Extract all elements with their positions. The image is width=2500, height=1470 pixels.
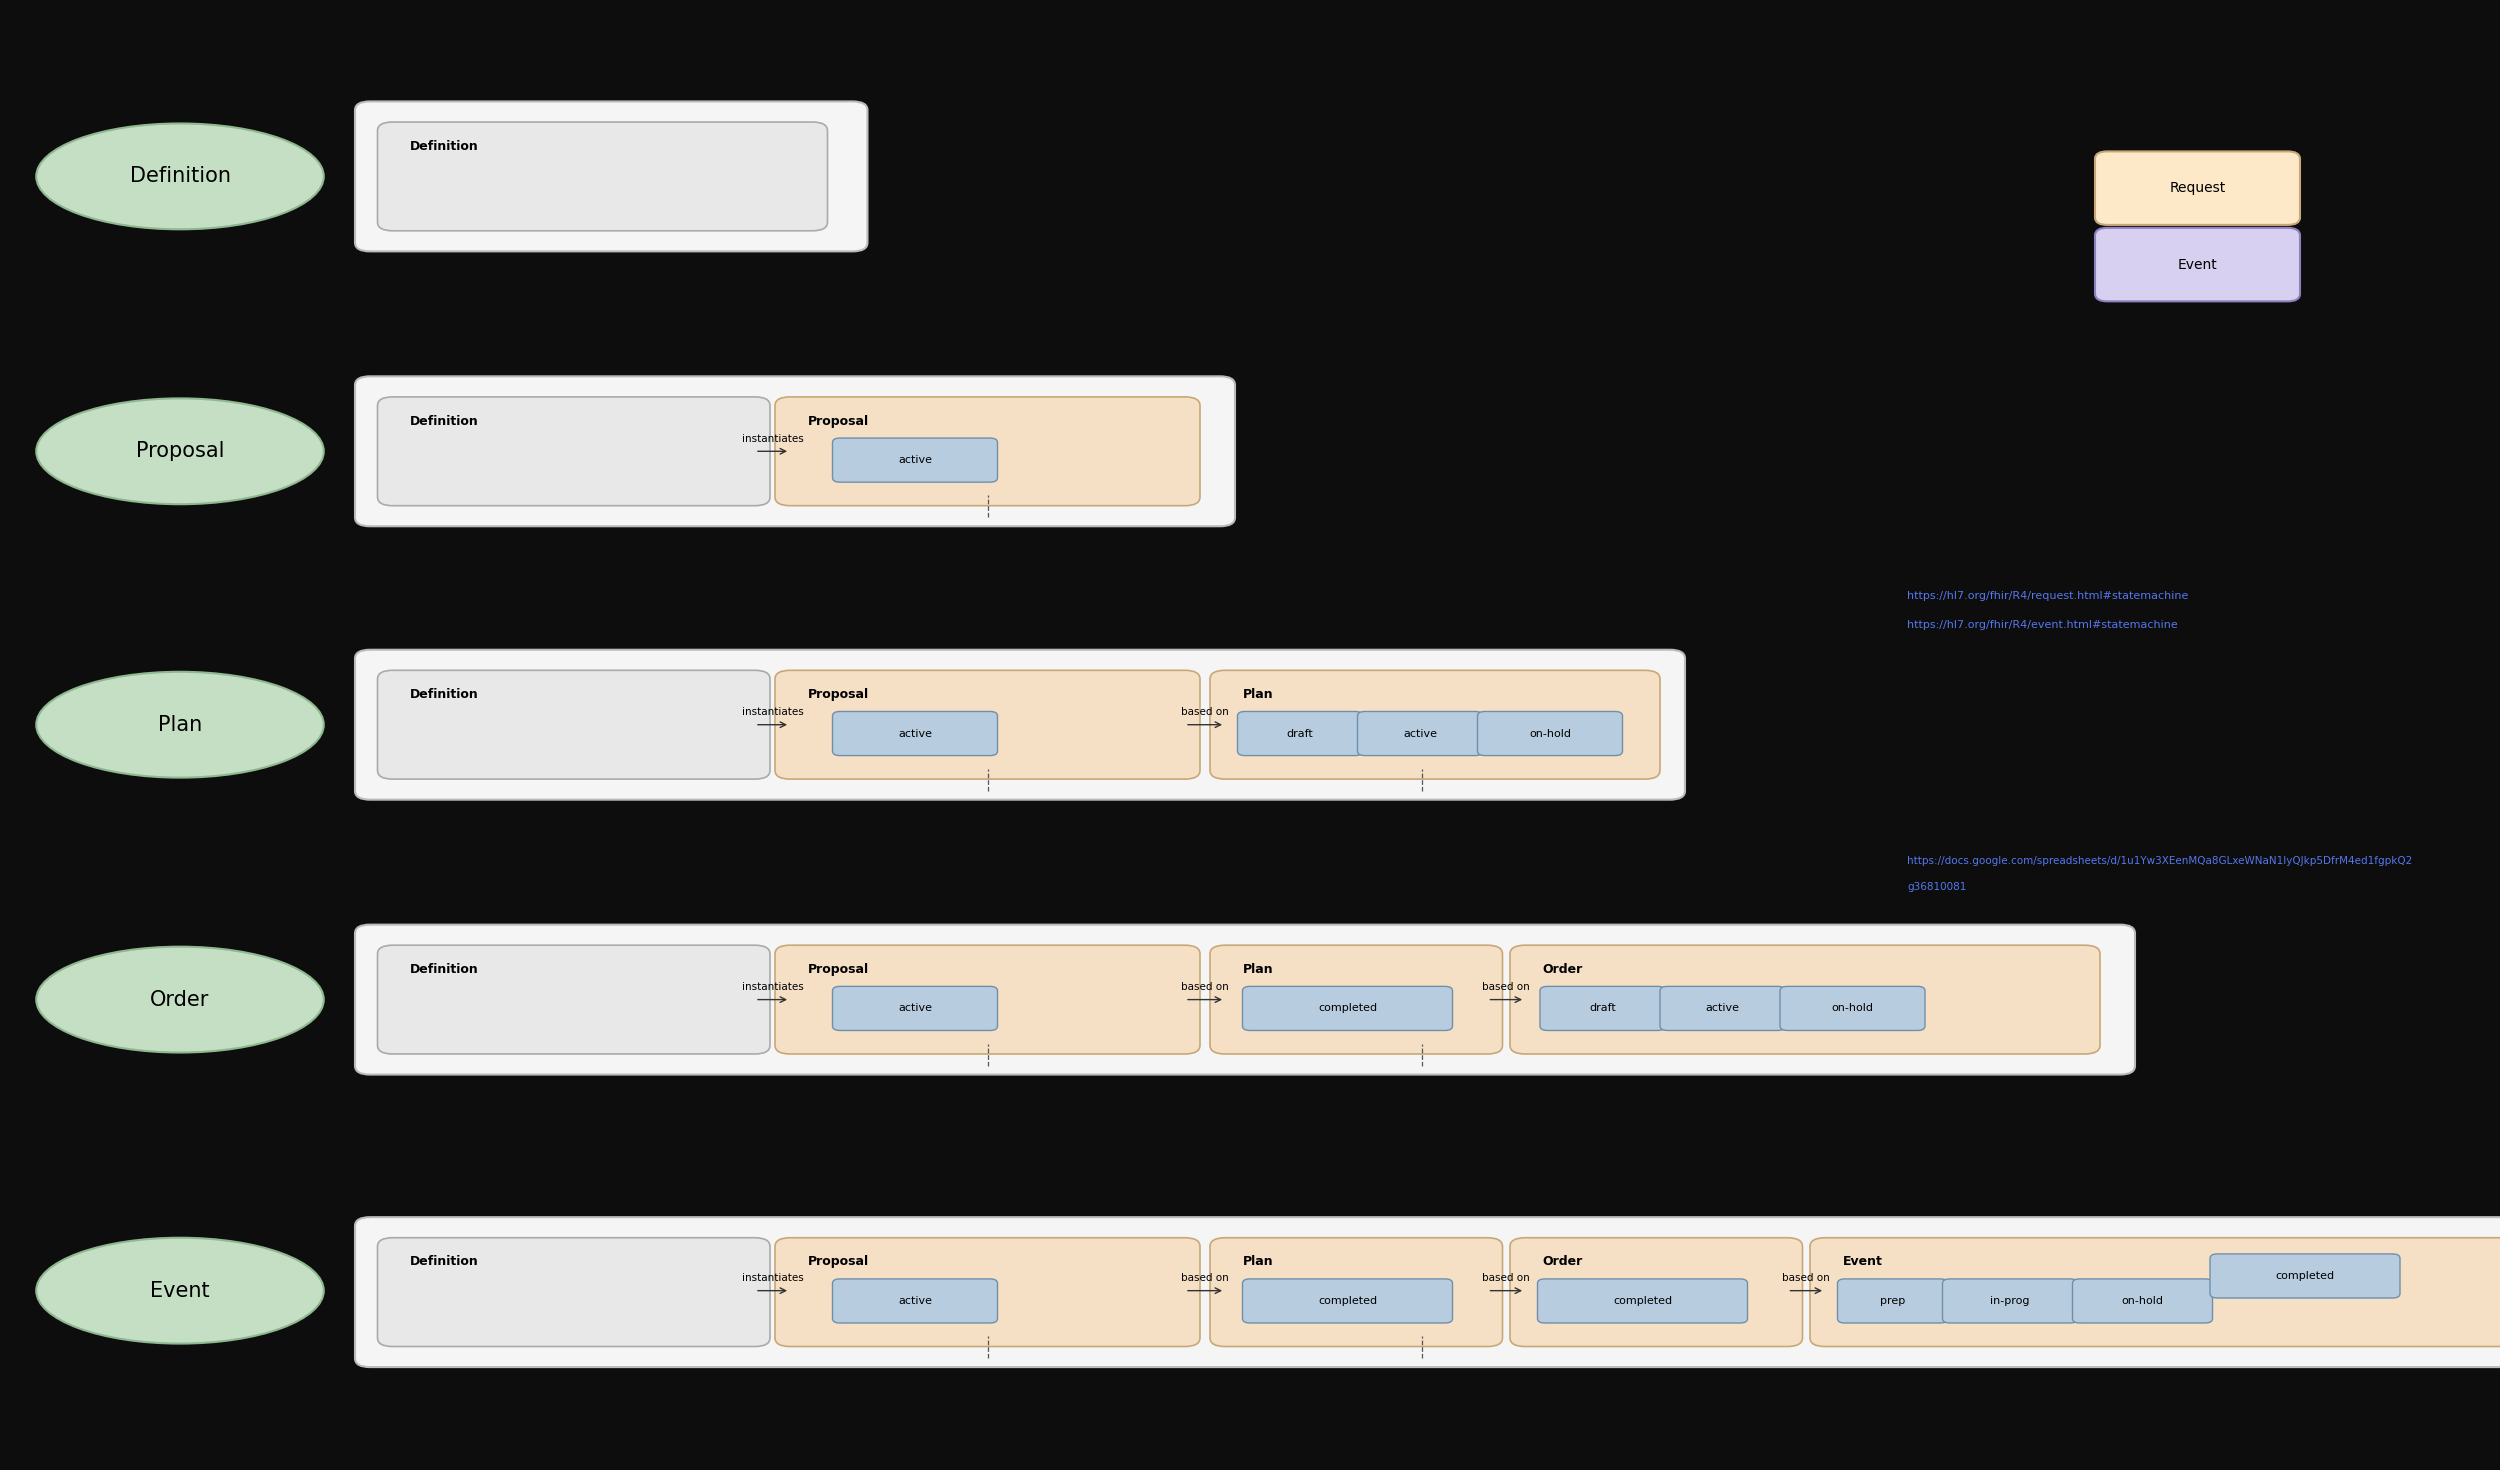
FancyBboxPatch shape [1540,986,1665,1030]
FancyBboxPatch shape [378,945,770,1054]
FancyBboxPatch shape [1210,945,1502,1054]
Text: instantiates: instantiates [742,1273,802,1283]
Text: Proposal: Proposal [808,415,867,428]
Text: Event: Event [2178,257,2218,272]
Text: based on: based on [1180,707,1230,717]
FancyBboxPatch shape [355,1217,2500,1367]
Text: Proposal: Proposal [808,1255,867,1269]
FancyBboxPatch shape [1238,711,1362,756]
Text: on-hold: on-hold [1832,1004,1872,1013]
FancyBboxPatch shape [832,986,998,1030]
Text: g36810081: g36810081 [1908,882,1968,892]
FancyBboxPatch shape [378,397,770,506]
FancyBboxPatch shape [2210,1254,2400,1298]
Text: Definition: Definition [410,1255,480,1269]
FancyBboxPatch shape [378,670,770,779]
Ellipse shape [35,398,325,504]
FancyBboxPatch shape [378,1238,770,1347]
Text: Event: Event [1842,1255,1882,1269]
FancyBboxPatch shape [832,438,998,482]
Text: on-hold: on-hold [2122,1297,2162,1305]
Text: based on: based on [1180,982,1230,992]
FancyBboxPatch shape [1660,986,1785,1030]
Text: Definition: Definition [410,963,480,976]
Text: active: active [898,1004,932,1013]
FancyBboxPatch shape [1242,986,1452,1030]
FancyBboxPatch shape [1810,1238,2500,1347]
Text: Proposal: Proposal [135,441,225,462]
Text: Proposal: Proposal [808,963,867,976]
Text: Event: Event [150,1280,210,1301]
Text: Request: Request [2170,181,2225,196]
FancyBboxPatch shape [1478,711,1623,756]
FancyBboxPatch shape [1358,711,1482,756]
Text: based on: based on [1482,1273,1530,1283]
Text: Definition: Definition [410,415,480,428]
Text: prep: prep [1880,1297,1905,1305]
FancyBboxPatch shape [355,101,868,251]
Text: active: active [898,729,932,738]
FancyBboxPatch shape [2072,1279,2212,1323]
Text: Plan: Plan [1242,688,1272,701]
Text: based on: based on [1482,982,1530,992]
FancyBboxPatch shape [1942,1279,2078,1323]
Text: Plan: Plan [158,714,202,735]
Text: Order: Order [1542,1255,1582,1269]
FancyBboxPatch shape [832,1279,998,1323]
FancyBboxPatch shape [832,711,998,756]
Text: https://docs.google.com/spreadsheets/d/1u1Yw3XEenMQa8GLxeWNaN1IyQJkp5DfrM4ed1fgp: https://docs.google.com/spreadsheets/d/1… [1908,856,2412,866]
FancyBboxPatch shape [378,122,828,231]
Text: active: active [1403,729,1438,738]
FancyBboxPatch shape [775,397,1200,506]
Text: completed: completed [1318,1297,1378,1305]
Text: active: active [898,1297,932,1305]
FancyBboxPatch shape [775,1238,1200,1347]
FancyBboxPatch shape [775,670,1200,779]
Ellipse shape [35,123,325,229]
Text: Order: Order [150,989,210,1010]
FancyBboxPatch shape [1780,986,1925,1030]
Text: Definition: Definition [410,688,480,701]
Text: on-hold: on-hold [1530,729,1570,738]
Text: https://hl7.org/fhir/R4/event.html#statemachine: https://hl7.org/fhir/R4/event.html#state… [1908,620,2178,631]
FancyBboxPatch shape [2095,151,2300,225]
Text: draft: draft [1288,729,1312,738]
Text: completed: completed [1318,1004,1378,1013]
Text: Definition: Definition [410,140,480,153]
Text: completed: completed [1612,1297,1672,1305]
Text: instantiates: instantiates [742,707,802,717]
Text: in-prog: in-prog [1990,1297,2030,1305]
Text: active: active [898,456,932,465]
Ellipse shape [35,1238,325,1344]
Text: Definition: Definition [130,166,230,187]
FancyBboxPatch shape [1510,1238,1802,1347]
Text: based on: based on [1782,1273,1830,1283]
FancyBboxPatch shape [355,925,2135,1075]
Text: completed: completed [2275,1272,2335,1280]
Text: Plan: Plan [1242,1255,1272,1269]
FancyBboxPatch shape [1210,1238,1502,1347]
Text: https://hl7.org/fhir/R4/request.html#statemachine: https://hl7.org/fhir/R4/request.html#sta… [1908,591,2190,601]
FancyBboxPatch shape [355,650,1685,800]
FancyBboxPatch shape [1242,1279,1452,1323]
Text: Order: Order [1542,963,1582,976]
Text: instantiates: instantiates [742,434,802,444]
FancyBboxPatch shape [1510,945,2100,1054]
Text: based on: based on [1180,1273,1230,1283]
Text: Proposal: Proposal [808,688,867,701]
Ellipse shape [35,672,325,778]
FancyBboxPatch shape [1210,670,1660,779]
Text: active: active [1705,1004,1740,1013]
Text: draft: draft [1590,1004,1615,1013]
FancyBboxPatch shape [2095,228,2300,301]
FancyBboxPatch shape [355,376,1235,526]
Text: instantiates: instantiates [742,982,802,992]
FancyBboxPatch shape [1838,1279,1948,1323]
Text: Plan: Plan [1242,963,1272,976]
FancyBboxPatch shape [775,945,1200,1054]
FancyBboxPatch shape [1538,1279,1748,1323]
Ellipse shape [35,947,325,1053]
